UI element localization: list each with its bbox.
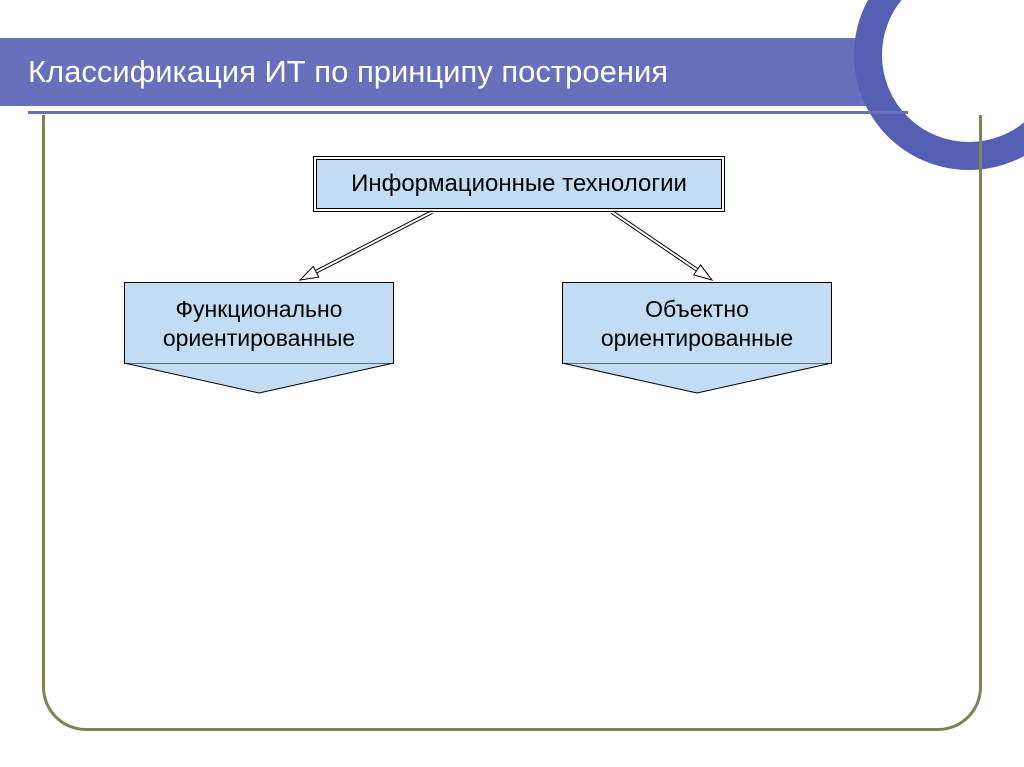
root-node: Информационные технологии — [313, 156, 725, 212]
header-underline — [28, 111, 908, 114]
chevron-point-icon — [562, 364, 832, 394]
chevron-point-icon — [124, 364, 394, 394]
child-node-object: Объектноориентированные — [562, 282, 832, 394]
child-node-label: Функциональноориентированные — [124, 282, 394, 364]
root-node-label: Информационные технологии — [316, 159, 722, 209]
child-node-label: Объектноориентированные — [562, 282, 832, 364]
slide-header: Классификация ИТ по принципу построения — [0, 0, 1024, 130]
child-node-functional: Функциональноориентированные — [124, 282, 394, 394]
slide-title: Классификация ИТ по принципу построения — [28, 54, 668, 90]
